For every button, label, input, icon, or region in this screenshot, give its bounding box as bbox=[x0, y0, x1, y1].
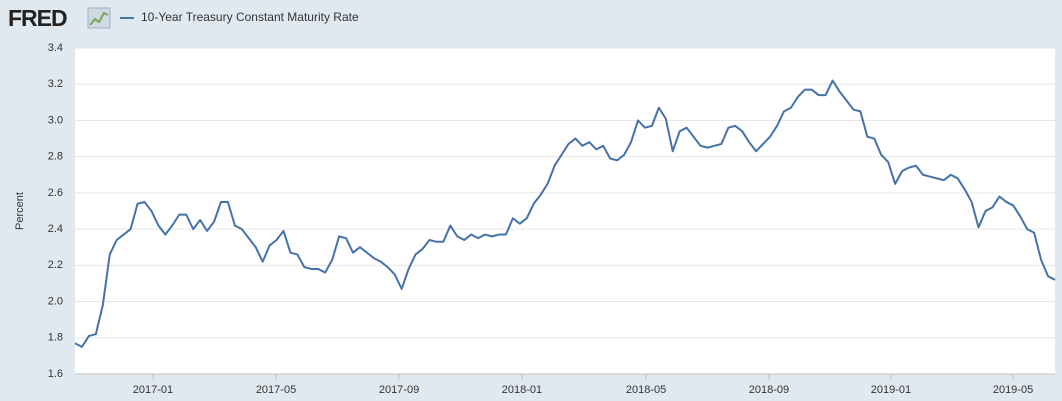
data-line bbox=[74, 79, 1056, 348]
y-tick-label: 2.2 bbox=[48, 259, 63, 271]
y-tick-label: 3.0 bbox=[48, 114, 63, 126]
x-tick-label: 2018-09 bbox=[749, 384, 789, 396]
plot-area bbox=[75, 48, 1055, 374]
y-tick-label: 2.0 bbox=[48, 295, 63, 307]
x-tick-label: 2017-09 bbox=[379, 384, 419, 396]
y-tick-label: 2.8 bbox=[48, 151, 63, 163]
x-tick-label: 2018-05 bbox=[626, 384, 666, 396]
legend-label: 10-Year Treasury Constant Maturity Rate bbox=[141, 10, 359, 24]
y-tick-label: 2.6 bbox=[48, 187, 63, 199]
y-tick-label: 1.6 bbox=[48, 368, 63, 380]
x-tick-label: 2017-05 bbox=[256, 384, 296, 396]
x-tick-label: 2017-01 bbox=[133, 384, 173, 396]
y-tick-label: 1.8 bbox=[48, 332, 63, 344]
y-axis-label: Percent bbox=[14, 192, 26, 230]
logo: FRED bbox=[8, 5, 67, 31]
y-tick-label: 2.4 bbox=[48, 223, 63, 235]
x-tick-label: 2019-01 bbox=[871, 384, 911, 396]
y-tick-label: 3.4 bbox=[48, 42, 63, 54]
x-tick-label: 2019-05 bbox=[993, 384, 1033, 396]
x-tick-label: 2018-01 bbox=[502, 384, 542, 396]
logo-icon bbox=[87, 7, 111, 29]
y-tick-label: 3.2 bbox=[48, 78, 63, 90]
